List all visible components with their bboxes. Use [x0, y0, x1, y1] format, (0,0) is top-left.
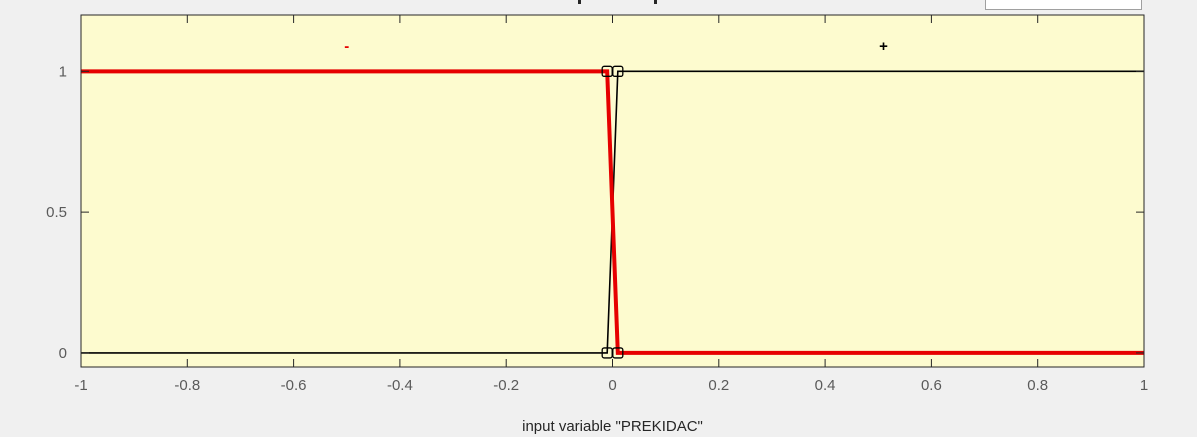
x-tick-label: -0.6 — [281, 377, 307, 394]
x-tick-label: 0.8 — [1027, 377, 1048, 394]
x-tick-label: -0.4 — [387, 377, 413, 394]
series-line-1[interactable] — [81, 69, 1144, 355]
legend-box — [985, 0, 1142, 10]
text-layer: -1 -0.8 -0.6 -0.4 -0.2 0 0.2 0.4 0.6 0.8 1 0 0.5 1 inp… — [46, 0, 1148, 435]
title-fragment — [578, 0, 581, 4]
y-tick-label: 0 — [59, 345, 67, 362]
x-tick-label: -0.2 — [493, 377, 519, 394]
series-layer — [81, 69, 1144, 355]
x-tick-label: -1 — [74, 377, 87, 394]
x-tick-label: -0.8 — [174, 377, 200, 394]
marker-layer — [601, 65, 624, 359]
series-label-2[interactable]: + — [879, 38, 888, 55]
y-tick-label: 1 — [59, 63, 67, 80]
title-fragment — [654, 0, 657, 4]
y-tick-label: 0.5 — [46, 204, 67, 221]
x-axis-title: input variable "PREKIDAC" — [522, 418, 703, 435]
x-tick-label: 0.6 — [921, 377, 942, 394]
vertex-marker-2[interactable] — [612, 65, 624, 77]
x-tick-label: 0.4 — [815, 377, 836, 394]
axes-layer — [80, 14, 1145, 368]
x-tick-label: 1 — [1140, 377, 1148, 394]
series-label-1[interactable]: - — [344, 38, 349, 55]
x-tick-label: 0.2 — [708, 377, 729, 394]
vertex-marker-4[interactable] — [612, 347, 624, 359]
x-tick-label: 0 — [608, 377, 616, 394]
